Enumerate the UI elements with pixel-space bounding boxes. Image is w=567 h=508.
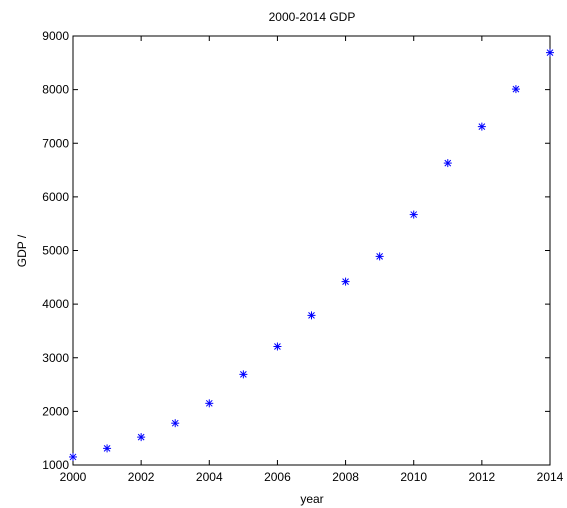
data-point — [103, 444, 112, 453]
x-axis: 2000 2002 2004 2006 2008 2010 2012 2014 — [60, 36, 564, 484]
data-point — [273, 342, 282, 351]
data-point — [443, 159, 452, 168]
y-axis: 1000 2000 3000 4000 5000 6000 7000 8000 9000 — [42, 29, 550, 472]
y-tick-label: 2000 — [42, 404, 69, 418]
data-point — [137, 433, 146, 442]
y-tick-label: 3000 — [42, 351, 69, 365]
data-point — [511, 85, 520, 94]
data-point — [341, 277, 350, 286]
y-tick-label: 8000 — [42, 83, 69, 97]
y-tick-label: 6000 — [42, 190, 69, 204]
data-point — [307, 311, 316, 320]
y-tick-label: 7000 — [42, 136, 69, 150]
y-tick-label: 9000 — [42, 29, 69, 43]
plot-area — [72, 35, 551, 466]
data-point — [477, 122, 486, 131]
x-tick-label: 2000 — [60, 470, 87, 484]
y-tick-label: 5000 — [42, 244, 69, 258]
x-tick-label: 2008 — [332, 470, 359, 484]
x-tick-label: 2012 — [469, 470, 496, 484]
y-tick-label: 4000 — [42, 297, 69, 311]
data-points — [69, 48, 554, 461]
y-axis-label: GDP / — [15, 234, 29, 267]
x-tick-label: 2002 — [128, 470, 155, 484]
x-tick-label: 2014 — [537, 470, 564, 484]
data-point — [171, 419, 180, 428]
data-point — [205, 399, 214, 408]
x-tick-label: 2010 — [400, 470, 427, 484]
data-point — [546, 48, 554, 57]
data-point — [69, 452, 77, 461]
data-point — [375, 252, 384, 261]
x-tick-label: 2006 — [264, 470, 291, 484]
data-point — [409, 210, 418, 219]
chart-title: 2000-2014 GDP — [269, 10, 356, 24]
data-point — [239, 370, 248, 379]
x-tick-label: 2004 — [196, 470, 223, 484]
y-tick-label: 1000 — [42, 458, 69, 472]
x-axis-label: year — [300, 492, 323, 506]
